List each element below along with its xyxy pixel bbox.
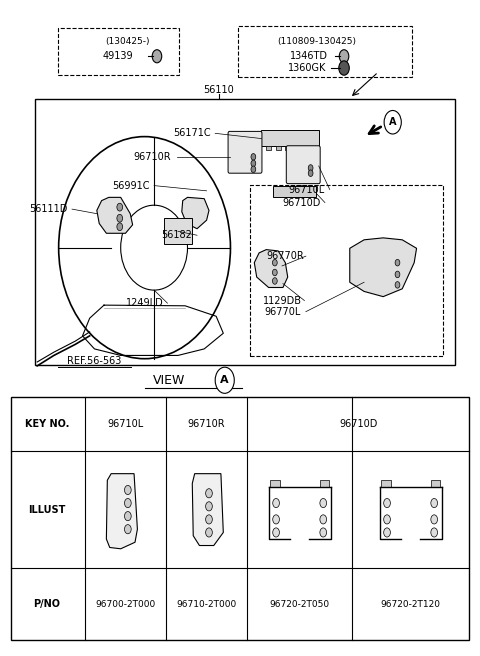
- Circle shape: [395, 259, 400, 266]
- Text: 56110: 56110: [203, 85, 234, 94]
- Circle shape: [431, 499, 438, 508]
- Circle shape: [339, 50, 349, 63]
- Circle shape: [273, 499, 279, 508]
- Circle shape: [431, 528, 438, 537]
- Text: KEY NO.: KEY NO.: [24, 419, 69, 429]
- Circle shape: [384, 110, 401, 134]
- Circle shape: [251, 160, 256, 167]
- Bar: [381, 480, 391, 487]
- Text: 96710R: 96710R: [188, 419, 226, 429]
- Text: 96770L: 96770L: [265, 306, 301, 317]
- Bar: [276, 146, 281, 150]
- Circle shape: [205, 515, 212, 524]
- Bar: [431, 480, 440, 487]
- Bar: [58, 28, 180, 75]
- Circle shape: [124, 499, 131, 508]
- Bar: [304, 146, 309, 150]
- Circle shape: [205, 528, 212, 537]
- Text: A: A: [389, 117, 396, 127]
- Bar: [274, 186, 316, 197]
- Bar: [312, 146, 316, 150]
- Circle shape: [117, 215, 122, 222]
- Circle shape: [308, 165, 313, 171]
- Text: (110809-130425): (110809-130425): [277, 37, 356, 47]
- Circle shape: [308, 170, 313, 176]
- Circle shape: [339, 61, 349, 75]
- Circle shape: [273, 277, 277, 284]
- Circle shape: [273, 528, 279, 537]
- Text: 96710L: 96710L: [288, 184, 325, 195]
- Text: 1249LD: 1249LD: [126, 298, 163, 308]
- Polygon shape: [97, 197, 132, 234]
- Text: REF.56-563: REF.56-563: [67, 356, 121, 365]
- Circle shape: [320, 499, 326, 508]
- Text: (130425-): (130425-): [106, 37, 150, 47]
- Text: 56111D: 56111D: [29, 204, 67, 214]
- Circle shape: [273, 259, 277, 266]
- Text: 96700-2T000: 96700-2T000: [96, 600, 156, 609]
- Circle shape: [251, 154, 256, 160]
- Circle shape: [124, 525, 131, 534]
- Text: A: A: [220, 375, 229, 385]
- Bar: [320, 480, 329, 487]
- Text: 1346TD: 1346TD: [290, 51, 328, 61]
- Circle shape: [273, 269, 277, 276]
- Text: 96710L: 96710L: [108, 419, 144, 429]
- Bar: [238, 26, 412, 77]
- Bar: [295, 146, 300, 150]
- Text: 96710-2T000: 96710-2T000: [177, 600, 237, 609]
- Text: 56182: 56182: [162, 230, 192, 240]
- Text: 49139: 49139: [103, 51, 133, 61]
- Circle shape: [215, 367, 234, 394]
- Text: 96720-2T050: 96720-2T050: [270, 600, 330, 609]
- Circle shape: [431, 515, 438, 524]
- Bar: [270, 480, 280, 487]
- Text: 96720-2T120: 96720-2T120: [381, 600, 441, 609]
- Circle shape: [395, 271, 400, 277]
- Circle shape: [124, 512, 131, 521]
- Circle shape: [320, 528, 326, 537]
- Circle shape: [152, 50, 162, 63]
- Circle shape: [205, 502, 212, 511]
- Circle shape: [384, 499, 390, 508]
- Text: 96710R: 96710R: [133, 152, 170, 162]
- FancyBboxPatch shape: [286, 146, 320, 184]
- Bar: [262, 130, 319, 146]
- Text: VIEW: VIEW: [153, 374, 185, 387]
- Bar: [250, 185, 443, 356]
- Polygon shape: [350, 238, 417, 297]
- Circle shape: [124, 485, 131, 495]
- Text: ILLUST: ILLUST: [28, 504, 65, 514]
- Bar: [35, 98, 455, 365]
- Circle shape: [384, 515, 390, 524]
- Circle shape: [273, 515, 279, 524]
- Bar: [266, 146, 271, 150]
- Text: 96710D: 96710D: [282, 197, 320, 207]
- Text: 56991C: 56991C: [112, 180, 150, 191]
- Circle shape: [251, 166, 256, 173]
- Circle shape: [117, 223, 122, 231]
- Polygon shape: [254, 250, 288, 287]
- Polygon shape: [192, 474, 223, 546]
- Circle shape: [117, 203, 122, 211]
- Polygon shape: [182, 197, 209, 229]
- Circle shape: [395, 281, 400, 288]
- Text: 1129DB: 1129DB: [264, 296, 302, 306]
- Bar: [11, 397, 469, 640]
- Circle shape: [384, 528, 390, 537]
- FancyBboxPatch shape: [228, 131, 262, 173]
- Polygon shape: [107, 474, 137, 549]
- Text: 1360GK: 1360GK: [288, 63, 326, 73]
- Text: 96710D: 96710D: [339, 419, 377, 429]
- Circle shape: [320, 515, 326, 524]
- Circle shape: [205, 489, 212, 498]
- Text: 96770R: 96770R: [266, 251, 304, 261]
- Text: P/NO: P/NO: [33, 600, 60, 609]
- Bar: [164, 218, 192, 245]
- Text: 56171C: 56171C: [173, 129, 211, 138]
- Bar: [285, 146, 290, 150]
